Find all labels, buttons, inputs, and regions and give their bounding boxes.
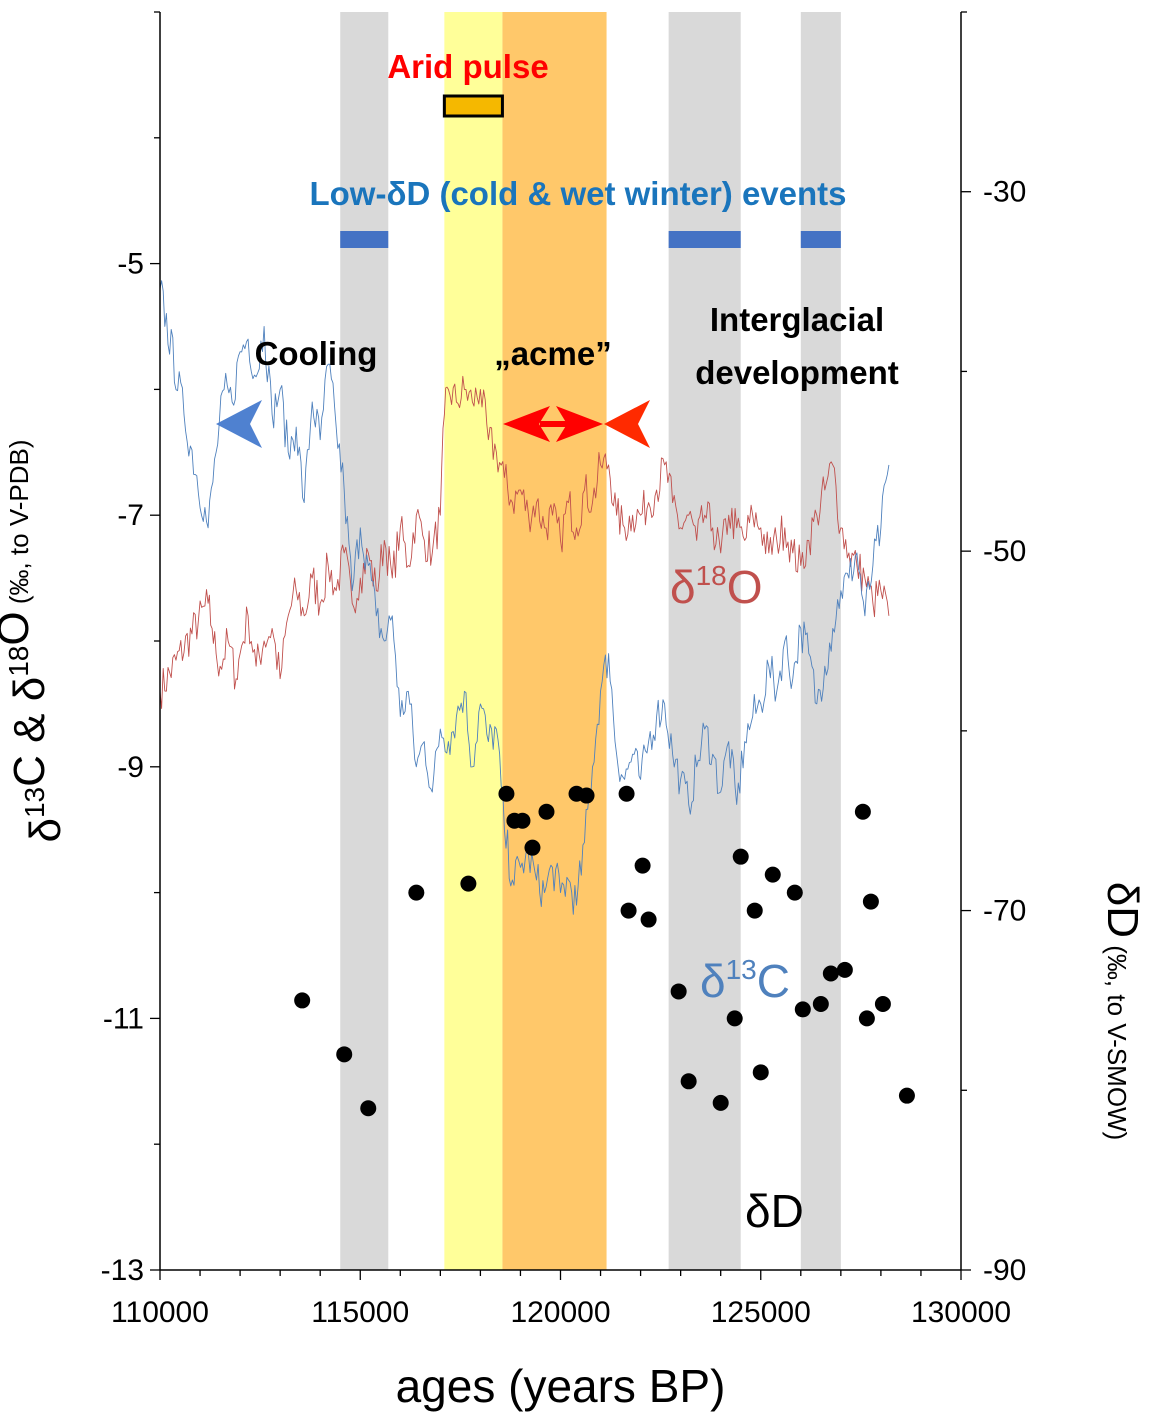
low-dD-events-label: Low-δD (cold & wet winter) events xyxy=(309,175,846,212)
dD-point xyxy=(862,893,879,910)
dD-point xyxy=(752,1064,769,1081)
dD-point xyxy=(794,1001,811,1018)
dD-point xyxy=(498,785,515,802)
dD-point xyxy=(634,857,651,874)
y-right-tick-label: -70 xyxy=(983,895,1026,928)
acme-label: „acme” xyxy=(494,335,611,372)
x-tick-label: 130000 xyxy=(911,1296,1011,1329)
dD-point xyxy=(858,1010,875,1027)
dD-point xyxy=(640,911,657,928)
dD-point xyxy=(812,996,829,1013)
dD-point xyxy=(874,996,891,1013)
dD-point xyxy=(732,848,749,865)
acme-arrow-head-left xyxy=(503,406,550,442)
dD-point xyxy=(764,866,781,883)
dD-point xyxy=(670,983,687,1000)
d13c-series-label: δ13C xyxy=(700,954,790,1007)
low-dD-event-bar xyxy=(340,231,389,248)
x-tick-label: 115000 xyxy=(311,1296,409,1329)
y-left-tick-label: -13 xyxy=(101,1254,144,1287)
cooling-label: Cooling xyxy=(255,335,378,372)
y-right-tick-label: -90 xyxy=(983,1254,1026,1287)
dD-point xyxy=(746,902,763,919)
series-line-d18o xyxy=(159,375,890,709)
dD-point xyxy=(408,884,425,901)
cooling-arrow-head xyxy=(216,400,262,448)
y-right-tick-label: -30 xyxy=(983,176,1026,209)
x-tick-label: 120000 xyxy=(510,1296,610,1329)
x-tick-label: 110000 xyxy=(111,1296,209,1329)
dD-point xyxy=(854,803,871,820)
low-dD-event-bar xyxy=(800,231,841,248)
dD-point xyxy=(680,1073,697,1090)
gray-band-2 xyxy=(668,12,741,1270)
dD-point xyxy=(822,965,839,982)
orange-band xyxy=(502,12,607,1270)
dD-point xyxy=(578,787,595,804)
interglacial-label-line1: Interglacial xyxy=(710,301,884,338)
y-left-tick-label: -11 xyxy=(103,1002,144,1035)
y-right-tick-label: -50 xyxy=(983,535,1026,568)
series-line-d13c xyxy=(159,280,890,915)
y-axis-left-title: δ13C & δ18O (‰, to V-PDB) xyxy=(0,439,70,842)
dD-point xyxy=(460,875,477,892)
low-dD-event-bar xyxy=(668,231,741,248)
dD-point xyxy=(360,1100,377,1117)
y-left-tick-label: -5 xyxy=(117,248,144,281)
dD-point xyxy=(618,785,635,802)
y-left-tick-label: -7 xyxy=(117,499,144,532)
dD-point xyxy=(712,1094,729,1111)
y-left-tick-label: -9 xyxy=(117,751,144,784)
dD-point xyxy=(620,902,637,919)
dD-point xyxy=(336,1046,353,1063)
dD-point xyxy=(726,1010,743,1027)
acme-arrow-head-right xyxy=(556,406,603,442)
y-axis-right-title: δD (‰, to V-SMOW) xyxy=(1098,882,1147,1141)
dD-point xyxy=(538,803,555,820)
interglacial-arrow-head xyxy=(604,400,650,448)
x-tick-label: 125000 xyxy=(711,1296,811,1329)
dD-point xyxy=(898,1087,915,1104)
dD-point xyxy=(836,961,853,978)
dD-point xyxy=(294,992,311,1009)
dD-series-label: δD xyxy=(745,1185,804,1237)
dD-point xyxy=(524,839,541,856)
yellow-band xyxy=(444,12,503,1270)
arid-pulse-label: Arid pulse xyxy=(387,48,548,85)
d18o-series-label: δ18O xyxy=(670,560,763,613)
dD-point xyxy=(786,884,803,901)
x-axis-title: ages (years BP) xyxy=(396,1360,726,1412)
interglacial-label-line2: development xyxy=(695,354,899,391)
arid-pulse-bar xyxy=(442,94,504,118)
dD-point xyxy=(514,812,531,829)
